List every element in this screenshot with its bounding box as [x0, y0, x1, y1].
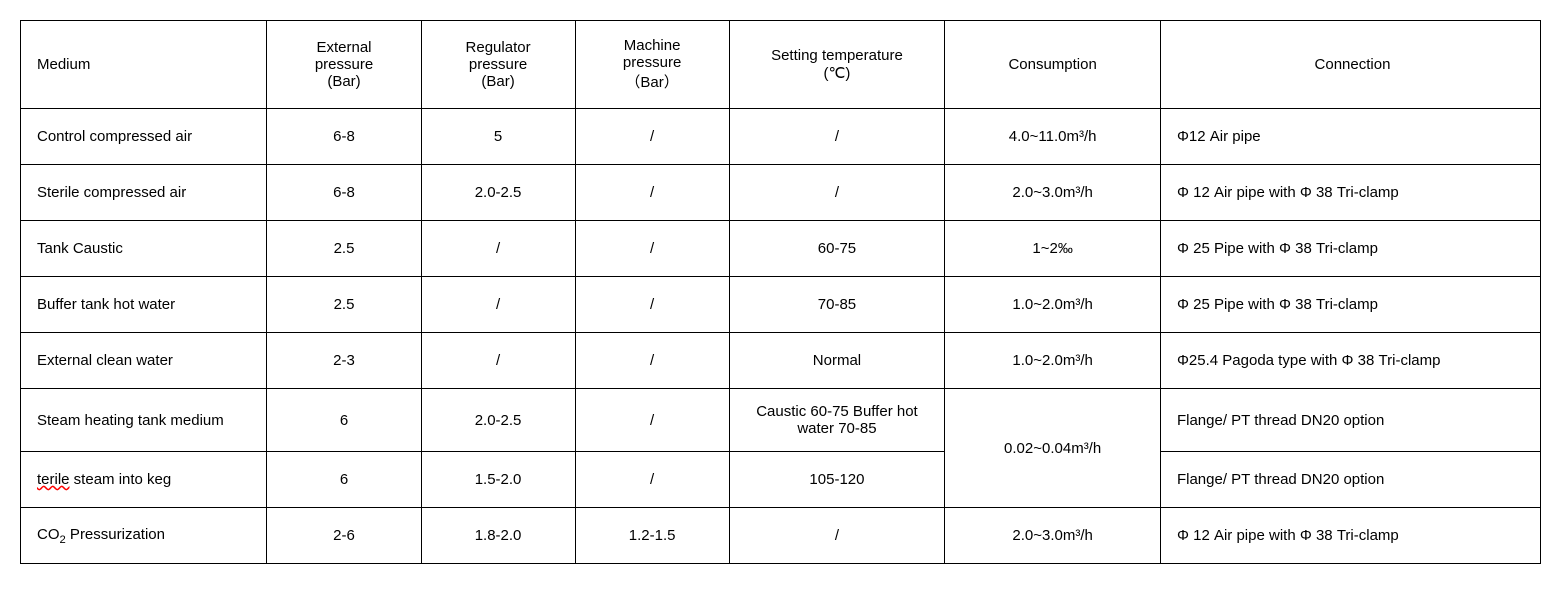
cell-text: steam into keg [70, 471, 172, 488]
cell-regulator-pressure: / [421, 221, 575, 277]
header-text: External pressure (Bar) [315, 39, 373, 90]
cell-connection: Φ 12 Air pipe with Φ 38 Tri-clamp [1160, 165, 1540, 221]
cell-setting-temperature: / [729, 508, 945, 564]
cell-regulator-pressure: 1.8-2.0 [421, 508, 575, 564]
cell-regulator-pressure: 2.0-2.5 [421, 165, 575, 221]
table-row: Control compressed air 6-8 5 / / 4.0~11.… [21, 109, 1541, 165]
co2-suffix: Pressurization [66, 526, 165, 543]
header-text: Regulator pressure (Bar) [466, 39, 531, 90]
header-text: Setting temperature (℃) [771, 47, 903, 82]
cell-medium: Control compressed air [21, 109, 267, 165]
table-row: Tank Caustic 2.5 / / 60-75 1~2‰ Φ 25 Pip… [21, 221, 1541, 277]
table-row: Steam heating tank medium 6 2.0-2.5 / Ca… [21, 389, 1541, 452]
cell-consumption: 2.0~3.0m³/h [945, 508, 1161, 564]
header-text: Machine pressure （Bar） [623, 37, 681, 92]
cell-medium: Steam heating tank medium [21, 389, 267, 452]
cell-medium: Buffer tank hot water [21, 277, 267, 333]
cell-connection: Flange/ PT thread DN20 option [1160, 389, 1540, 452]
cell-regulator-pressure: 5 [421, 109, 575, 165]
spellcheck-error-text: terile [37, 471, 70, 488]
col-header-connection: Connection [1160, 21, 1540, 109]
cell-consumption: 4.0~11.0m³/h [945, 109, 1161, 165]
col-header-regulator-pressure: Regulator pressure (Bar) [421, 21, 575, 109]
table-row: CO2 Pressurization 2-6 1.8-2.0 1.2-1.5 /… [21, 508, 1541, 564]
cell-machine-pressure: / [575, 333, 729, 389]
cell-setting-temperature: 105-120 [729, 452, 945, 508]
spec-table: Medium External pressure (Bar) Regulator… [20, 20, 1541, 564]
cell-connection: Flange/ PT thread DN20 option [1160, 452, 1540, 508]
cell-machine-pressure: / [575, 165, 729, 221]
cell-medium: terile steam into keg [21, 452, 267, 508]
cell-external-pressure: 6-8 [267, 109, 421, 165]
cell-machine-pressure: / [575, 109, 729, 165]
cell-machine-pressure: / [575, 452, 729, 508]
cell-external-pressure: 6 [267, 452, 421, 508]
cell-external-pressure: 6-8 [267, 165, 421, 221]
cell-setting-temperature: / [729, 109, 945, 165]
cell-external-pressure: 2-3 [267, 333, 421, 389]
cell-regulator-pressure: 2.0-2.5 [421, 389, 575, 452]
cell-machine-pressure: / [575, 389, 729, 452]
cell-external-pressure: 6 [267, 389, 421, 452]
cell-consumption-merged: 0.02~0.04m³/h [945, 389, 1161, 508]
header-text: Consumption [1008, 56, 1096, 73]
col-header-consumption: Consumption [945, 21, 1161, 109]
cell-machine-pressure: / [575, 221, 729, 277]
cell-setting-temperature: 60-75 [729, 221, 945, 277]
cell-connection: Φ12 Air pipe [1160, 109, 1540, 165]
cell-consumption: 1.0~2.0m³/h [945, 333, 1161, 389]
table-row: Buffer tank hot water 2.5 / / 70-85 1.0~… [21, 277, 1541, 333]
table-row: Sterile compressed air 6-8 2.0-2.5 / / 2… [21, 165, 1541, 221]
cell-medium: Sterile compressed air [21, 165, 267, 221]
cell-setting-temperature: 70-85 [729, 277, 945, 333]
header-text: Connection [1315, 56, 1391, 73]
table-row: terile steam into keg 6 1.5-2.0 / 105-12… [21, 452, 1541, 508]
cell-machine-pressure: 1.2-1.5 [575, 508, 729, 564]
cell-consumption: 1.0~2.0m³/h [945, 277, 1161, 333]
cell-connection: Φ 25 Pipe with Φ 38 Tri-clamp [1160, 277, 1540, 333]
col-header-setting-temperature: Setting temperature (℃) [729, 21, 945, 109]
cell-connection: Φ 12 Air pipe with Φ 38 Tri-clamp [1160, 508, 1540, 564]
cell-external-pressure: 2.5 [267, 277, 421, 333]
cell-regulator-pressure: / [421, 333, 575, 389]
cell-connection: Φ25.4 Pagoda type with Φ 38 Tri-clamp [1160, 333, 1540, 389]
cell-external-pressure: 2.5 [267, 221, 421, 277]
col-header-medium: Medium [21, 21, 267, 109]
cell-connection: Φ 25 Pipe with Φ 38 Tri-clamp [1160, 221, 1540, 277]
cell-consumption: 2.0~3.0m³/h [945, 165, 1161, 221]
table-row: External clean water 2-3 / / Normal 1.0~… [21, 333, 1541, 389]
table-body: Control compressed air 6-8 5 / / 4.0~11.… [21, 109, 1541, 564]
table-header-row: Medium External pressure (Bar) Regulator… [21, 21, 1541, 109]
co2-prefix: CO [37, 526, 60, 543]
col-header-external-pressure: External pressure (Bar) [267, 21, 421, 109]
header-text: Medium [37, 56, 90, 73]
cell-machine-pressure: / [575, 277, 729, 333]
cell-medium: CO2 Pressurization [21, 508, 267, 564]
cell-external-pressure: 2-6 [267, 508, 421, 564]
cell-medium: External clean water [21, 333, 267, 389]
cell-regulator-pressure: 1.5-2.0 [421, 452, 575, 508]
cell-regulator-pressure: / [421, 277, 575, 333]
cell-setting-temperature: Normal [729, 333, 945, 389]
col-header-machine-pressure: Machine pressure （Bar） [575, 21, 729, 109]
cell-consumption: 1~2‰ [945, 221, 1161, 277]
cell-setting-temperature: / [729, 165, 945, 221]
cell-setting-temperature: Caustic 60-75 Buffer hot water 70-85 [729, 389, 945, 452]
cell-medium: Tank Caustic [21, 221, 267, 277]
